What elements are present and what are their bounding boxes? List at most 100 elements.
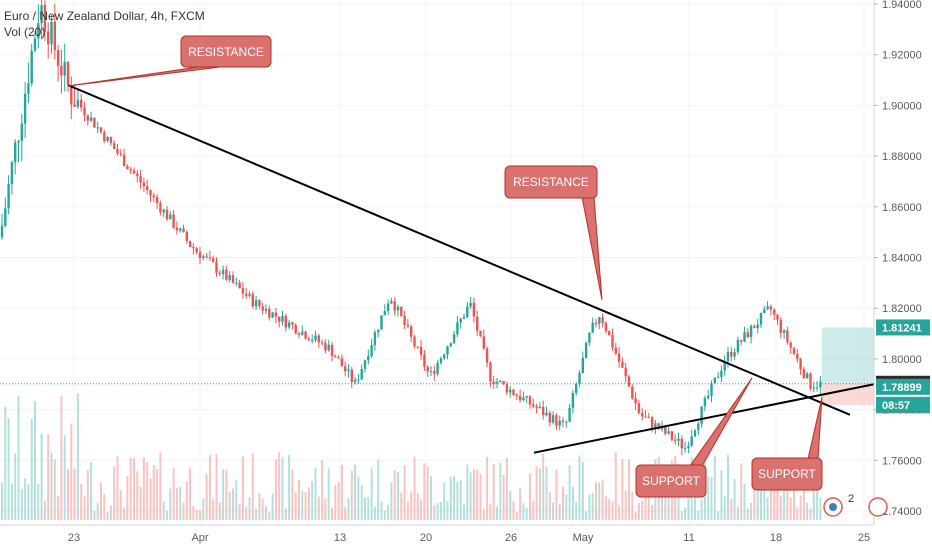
- price-axis[interactable]: 1.94000 1.92000 1.90000 1.88000 1.86000 1.840…: [873, 0, 932, 525]
- volume-bar: [109, 505, 112, 520]
- volume-indicator-label: Vol (20): [4, 25, 46, 39]
- volume-bar: [499, 463, 502, 520]
- callout-resistance-1[interactable]: RESISTANCE: [67, 35, 272, 87]
- candle-body: [707, 395, 710, 399]
- volume-bar: [380, 501, 383, 520]
- candle-body: [492, 381, 495, 384]
- volume-bar: [416, 493, 419, 520]
- volume-bar: [680, 511, 683, 520]
- volume-bar: [169, 488, 172, 520]
- volume-bar: [304, 492, 307, 520]
- candle-body: [716, 377, 720, 379]
- volume-bar: [195, 510, 198, 520]
- candle-body: [271, 312, 274, 318]
- volume-bar: [218, 502, 221, 520]
- candle-body: [499, 380, 502, 382]
- volume-bar: [364, 497, 366, 520]
- volume-bar: [713, 455, 716, 520]
- volume-bar: [634, 511, 637, 520]
- candle-body: [726, 351, 730, 362]
- x-tick-label: 25: [858, 532, 870, 544]
- volume-bar: [707, 476, 710, 520]
- volume-bar: [248, 497, 251, 520]
- resistance-trendline[interactable]: [67, 84, 851, 416]
- candle-body: [518, 395, 522, 401]
- time-axis[interactable]: 23 Apr 13 20 26 May 11 18 25: [0, 524, 932, 550]
- volume-bar: [730, 498, 733, 520]
- candle-body: [594, 322, 598, 324]
- candle-body: [215, 262, 218, 273]
- candle-body: [152, 195, 155, 198]
- volume-bar: [558, 503, 561, 520]
- volume-bar: [420, 499, 423, 520]
- volume-bar: [212, 499, 215, 520]
- volume-bar: [383, 510, 386, 520]
- candle-body: [254, 300, 258, 307]
- volume-bar: [393, 470, 396, 520]
- volume-bar: [202, 498, 205, 520]
- candle-body: [786, 330, 789, 343]
- volume-bar: [80, 483, 83, 520]
- candle-body: [578, 373, 581, 384]
- volume-bar: [265, 506, 267, 520]
- candle-body: [344, 366, 347, 372]
- callout-support-1[interactable]: SUPPORT: [635, 377, 753, 498]
- candle-body: [390, 301, 393, 304]
- support-trendline[interactable]: [533, 383, 875, 454]
- candle-body: [614, 347, 617, 354]
- x-tick-label: 20: [420, 532, 432, 544]
- candle-body: [287, 322, 291, 328]
- volume-bar: [522, 503, 525, 520]
- candle-body: [532, 404, 535, 407]
- corner-icons[interactable]: 2: [823, 493, 888, 517]
- candle-body: [683, 447, 687, 449]
- volume-bar: [601, 479, 604, 520]
- candle-body: [14, 142, 17, 163]
- candle-body: [466, 306, 469, 318]
- volume-bar: [621, 458, 624, 520]
- candle-body: [40, 5, 43, 24]
- volume-bar: [746, 508, 749, 520]
- candle-body: [403, 316, 406, 326]
- candle-body: [142, 182, 146, 187]
- volume-bar: [126, 475, 129, 520]
- volume-bar: [377, 459, 380, 520]
- volume-bar: [63, 435, 66, 520]
- y-tick-label: 1.84000: [882, 253, 922, 265]
- volume-bar: [489, 503, 492, 520]
- candle-body: [677, 438, 680, 441]
- volume-bar: [548, 491, 551, 520]
- callout-label: RESISTANCE: [513, 175, 589, 189]
- annotation-callouts[interactable]: RESISTANCE RESISTANCE SUPPORT SUPPORT: [67, 35, 823, 498]
- x-tick-label: 11: [683, 532, 694, 544]
- candle-body: [459, 318, 462, 323]
- candle-body: [195, 248, 198, 252]
- y-tick-label: 1.90000: [882, 100, 922, 112]
- volume-bar: [324, 498, 327, 520]
- candle-body: [320, 342, 324, 344]
- candle-body: [139, 176, 142, 183]
- volume-bar: [571, 486, 574, 520]
- callout-support-2[interactable]: SUPPORT: [751, 396, 823, 491]
- candle-body: [146, 186, 149, 191]
- candle-body: [641, 412, 644, 417]
- event-icon[interactable]: [868, 497, 888, 517]
- volume-bar: [482, 508, 485, 520]
- volume-bar: [86, 470, 89, 520]
- flag-icon: [829, 503, 837, 511]
- candle-body: [604, 322, 608, 332]
- volume-bar: [472, 468, 475, 520]
- volume-bar: [486, 456, 489, 520]
- callout-resistance-2[interactable]: RESISTANCE: [504, 165, 603, 301]
- volume-bar: [403, 465, 406, 520]
- candle-body: [66, 61, 70, 85]
- x-tick-label: May: [573, 532, 594, 544]
- volume-bar: [53, 459, 56, 520]
- volume-bar: [591, 492, 594, 520]
- candle-body: [723, 361, 726, 371]
- volume-bar: [802, 480, 805, 520]
- volume-bar: [317, 496, 320, 520]
- volume-bar: [641, 500, 644, 520]
- candle-body: [667, 431, 670, 434]
